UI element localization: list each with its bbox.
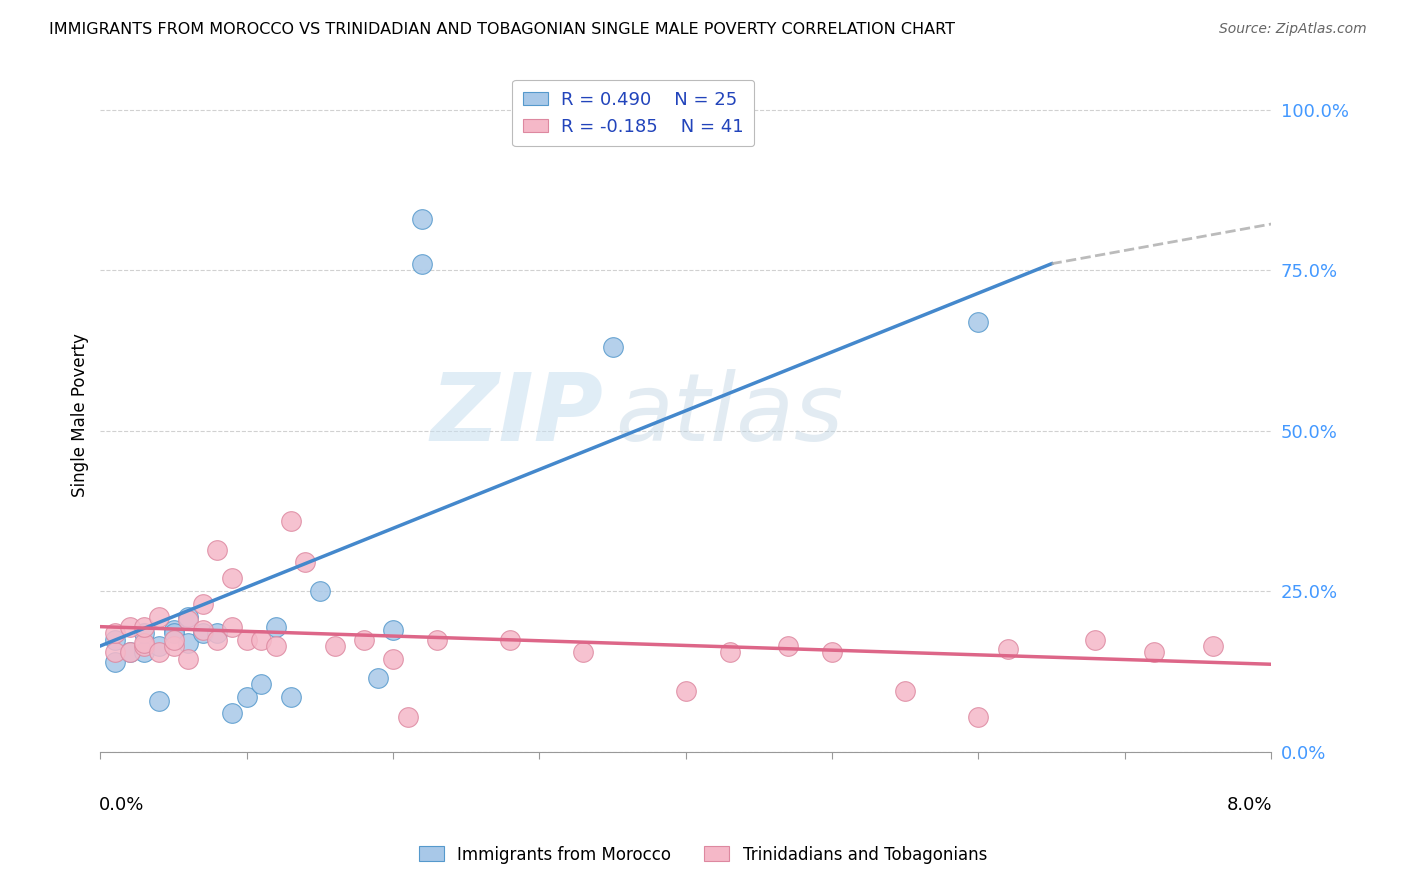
Text: Source: ZipAtlas.com: Source: ZipAtlas.com xyxy=(1219,22,1367,37)
Point xyxy=(162,632,184,647)
Point xyxy=(118,645,141,659)
Point xyxy=(250,677,273,691)
Point xyxy=(104,655,127,669)
Point xyxy=(191,597,214,611)
Point xyxy=(162,639,184,653)
Point xyxy=(207,632,229,647)
Point xyxy=(602,340,624,354)
Point xyxy=(177,636,200,650)
Point xyxy=(207,626,229,640)
Text: atlas: atlas xyxy=(616,369,844,460)
Point xyxy=(675,684,697,698)
Point xyxy=(821,645,844,659)
Point xyxy=(264,639,287,653)
Point xyxy=(118,645,141,659)
Point xyxy=(382,652,405,666)
Point xyxy=(264,620,287,634)
Legend: R = 0.490    N = 25, R = -0.185    N = 41: R = 0.490 N = 25, R = -0.185 N = 41 xyxy=(512,79,754,146)
Point xyxy=(148,639,170,653)
Point xyxy=(280,690,302,705)
Point xyxy=(1084,632,1107,647)
Point xyxy=(967,709,990,723)
Point xyxy=(1201,639,1223,653)
Point xyxy=(967,314,990,328)
Point xyxy=(426,632,449,647)
Point xyxy=(1143,645,1166,659)
Point xyxy=(235,690,257,705)
Point xyxy=(104,645,127,659)
Point xyxy=(572,645,595,659)
Point xyxy=(221,706,243,721)
Point xyxy=(221,620,243,634)
Point xyxy=(382,623,405,637)
Point xyxy=(134,639,156,653)
Point xyxy=(104,632,127,647)
Point xyxy=(177,610,200,624)
Point xyxy=(148,645,170,659)
Point xyxy=(997,642,1019,657)
Point xyxy=(134,636,156,650)
Point xyxy=(177,652,200,666)
Point xyxy=(207,542,229,557)
Point xyxy=(718,645,741,659)
Point xyxy=(280,514,302,528)
Point xyxy=(411,257,433,271)
Point xyxy=(323,639,346,653)
Point xyxy=(134,626,156,640)
Point xyxy=(221,572,243,586)
Point xyxy=(162,623,184,637)
Point xyxy=(104,626,127,640)
Point xyxy=(411,211,433,226)
Point xyxy=(294,556,316,570)
Point xyxy=(396,709,419,723)
Text: ZIP: ZIP xyxy=(430,368,603,460)
Legend: Immigrants from Morocco, Trinidadians and Tobagonians: Immigrants from Morocco, Trinidadians an… xyxy=(412,839,994,871)
Point xyxy=(894,684,917,698)
Point xyxy=(353,632,375,647)
Point xyxy=(191,626,214,640)
Point xyxy=(309,584,332,599)
Point xyxy=(367,671,389,685)
Point xyxy=(118,620,141,634)
Point xyxy=(162,626,184,640)
Point xyxy=(250,632,273,647)
Point xyxy=(134,620,156,634)
Point xyxy=(148,693,170,707)
Point xyxy=(191,623,214,637)
Point xyxy=(177,613,200,627)
Text: 8.0%: 8.0% xyxy=(1227,796,1272,814)
Text: 0.0%: 0.0% xyxy=(100,796,145,814)
Point xyxy=(148,610,170,624)
Text: IMMIGRANTS FROM MOROCCO VS TRINIDADIAN AND TOBAGONIAN SINGLE MALE POVERTY CORREL: IMMIGRANTS FROM MOROCCO VS TRINIDADIAN A… xyxy=(49,22,955,37)
Point xyxy=(778,639,800,653)
Point xyxy=(499,632,522,647)
Point xyxy=(134,645,156,659)
Point xyxy=(235,632,257,647)
Y-axis label: Single Male Poverty: Single Male Poverty xyxy=(72,333,89,497)
